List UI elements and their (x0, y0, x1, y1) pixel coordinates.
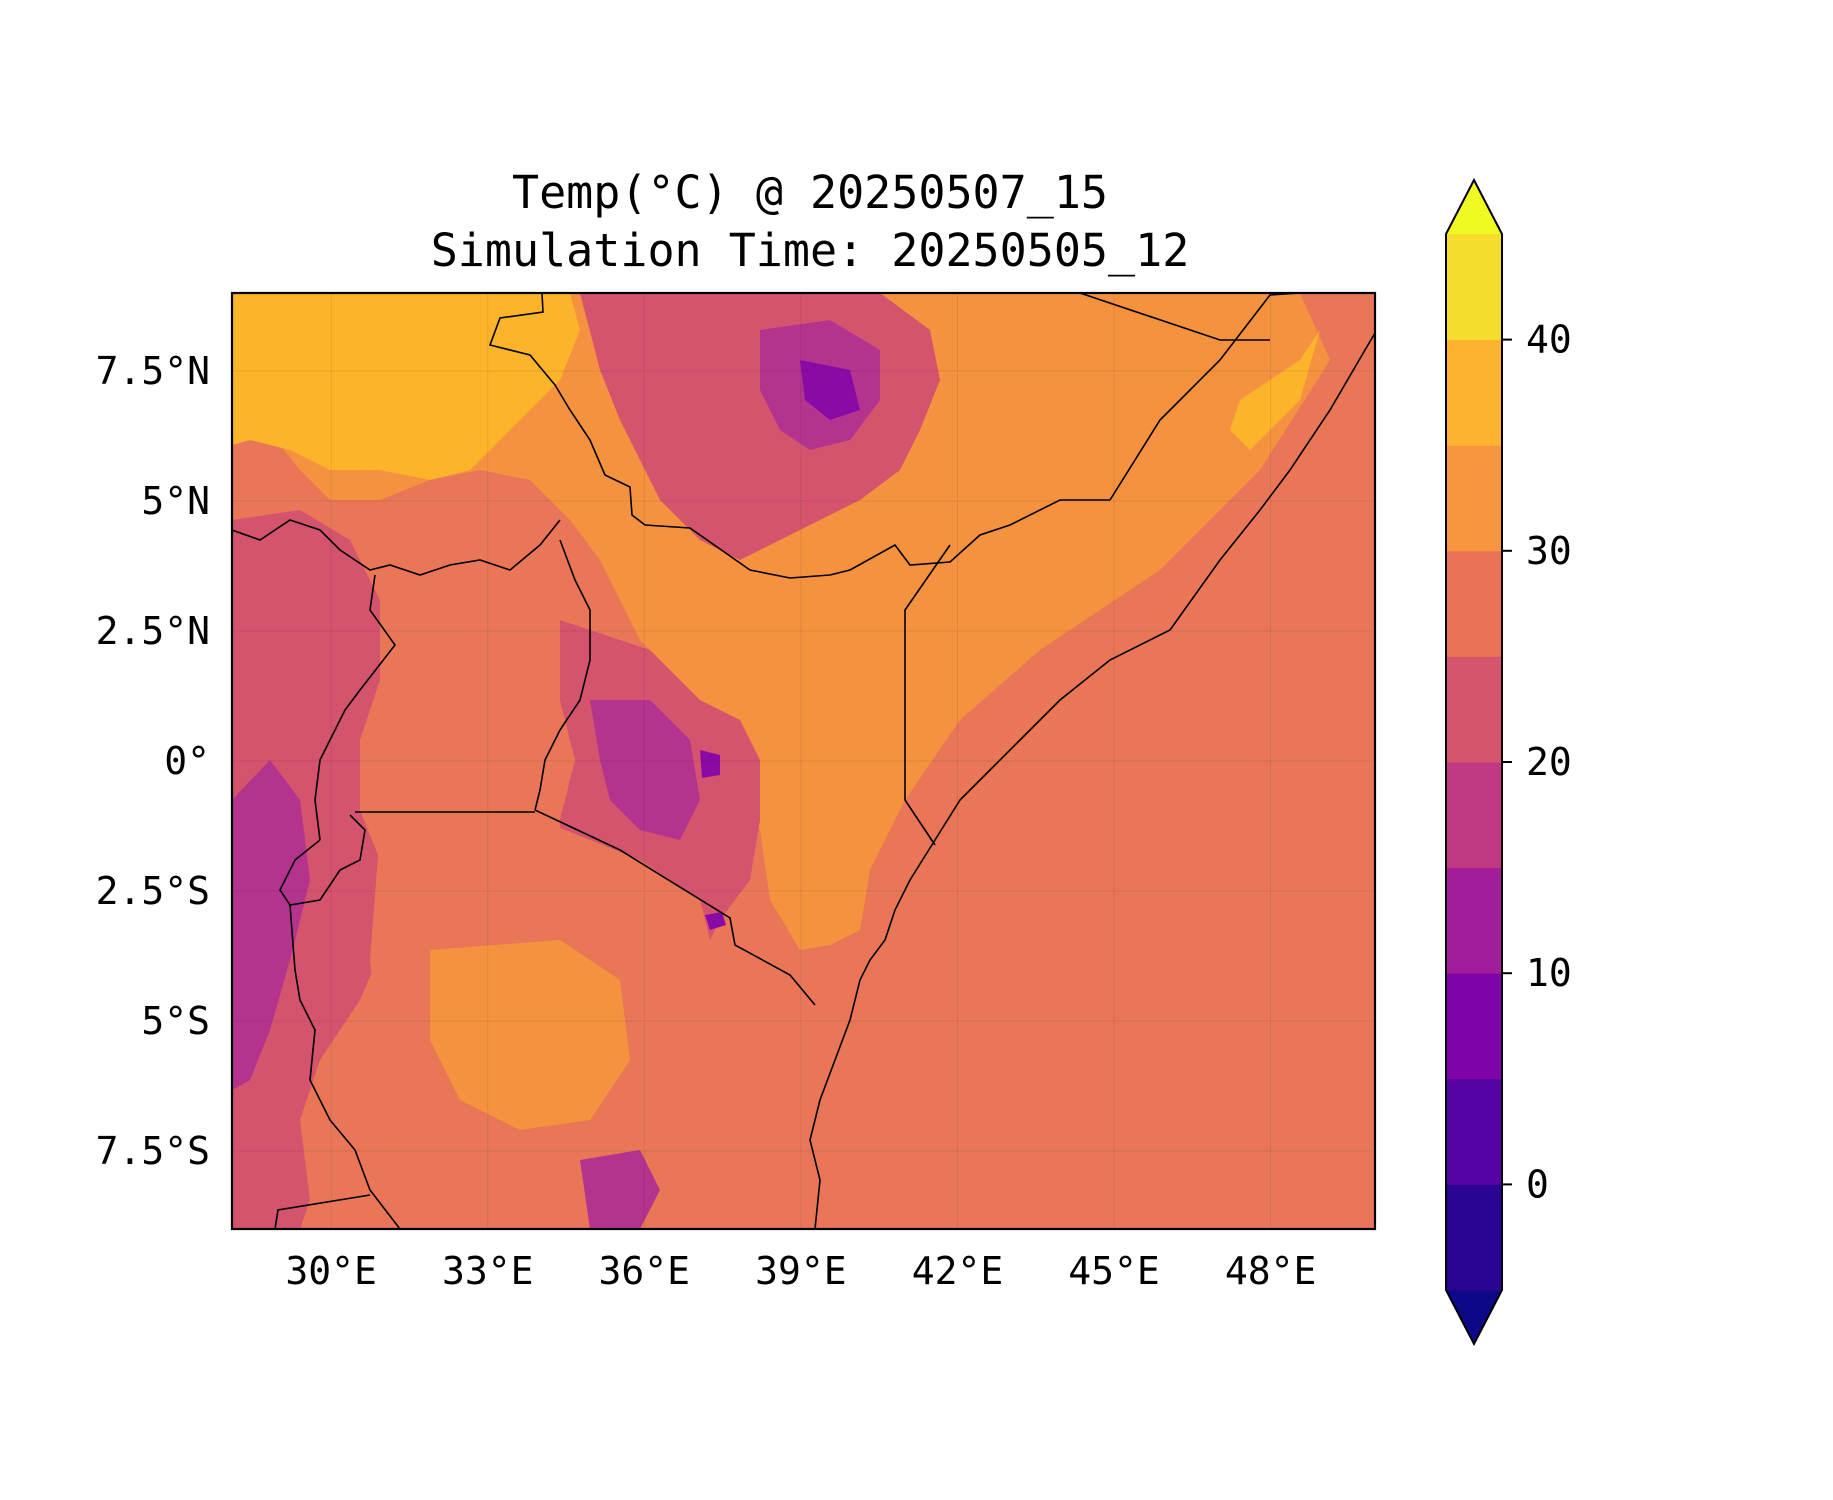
colorbar-segment (1446, 867, 1502, 974)
kenya-somalia-border (904, 544, 951, 846)
colorbar-tick-label: 0 (1526, 1162, 1549, 1206)
rwanda-burundi-border (279, 814, 366, 906)
colorbar-outline (1445, 177, 1503, 1347)
colorbar-segment (1446, 550, 1502, 657)
colorbar-extend-min (1446, 1290, 1502, 1344)
longitude-tick-label: 42°E (912, 1249, 1004, 1293)
latitude-tick-labels: 7.5°N 5°N 2.5°N 0° 2.5°S 5°S 7.5°S (96, 349, 210, 1173)
longitude-tick-label: 30°E (285, 1249, 377, 1293)
kenya-mountains (590, 700, 700, 840)
colorbar-tick-label: 40 (1526, 318, 1572, 362)
somalia-ethiopia-border (1109, 293, 1301, 501)
colorbar-segment (1446, 1078, 1502, 1185)
drc-tanzania-border (289, 904, 401, 1229)
map-frame (230, 291, 1377, 1231)
drc-uganda-border (314, 574, 396, 841)
coastline (809, 332, 1375, 1229)
latitude-tick-label: 2.5°S (96, 869, 210, 913)
longitude-tick-label: 48°E (1225, 1249, 1317, 1293)
southern-highlands (580, 1150, 660, 1229)
colorbar-segment (1446, 339, 1502, 446)
mount-kenya (700, 750, 720, 778)
colorbar-segment (1446, 1184, 1502, 1291)
longitude-tick-label: 45°E (1068, 1249, 1160, 1293)
longitude-tick-label: 39°E (755, 1249, 847, 1293)
colorbar-extend-max (1446, 180, 1502, 234)
title-line-1: Temp(°C) @ 20250507_15 (511, 166, 1109, 219)
uganda-kenya-border (534, 539, 591, 811)
western-rift-mountains (232, 760, 310, 1090)
gridlines (232, 293, 1375, 1229)
colorbar-segment (1446, 445, 1502, 552)
lowland-warm-region (232, 293, 1330, 950)
kilimanjaro (705, 912, 726, 930)
longitude-tick-labels: 30°E 33°E 36°E 39°E 42°E 45°E 48°E (285, 1249, 1316, 1293)
latitude-tick-label: 2.5°N (96, 609, 210, 653)
longitude-tick-label: 33°E (442, 1249, 534, 1293)
colorbar-segment (1446, 973, 1502, 1080)
western-rift-highlands (232, 510, 390, 1229)
somali-coast-hot-patch (1230, 330, 1320, 450)
colorbar-tick-label: 20 (1526, 740, 1572, 784)
temperature-field (232, 293, 1375, 1229)
lake-victoria (390, 700, 540, 815)
colorbar-tick-label: 10 (1526, 951, 1572, 995)
latitude-tick-label: 5°S (141, 999, 210, 1043)
colorbar-tick-label: 30 (1526, 529, 1572, 573)
desert-hot-region (232, 293, 580, 480)
kenya-tanzania-border (534, 809, 816, 1006)
latitude-tick-label: 7.5°N (96, 349, 210, 393)
colorbar-segment (1446, 234, 1502, 341)
latitude-tick-label: 7.5°S (96, 1129, 210, 1173)
longitude-tick-label: 36°E (599, 1249, 691, 1293)
sudan-uganda-kenya-border (232, 519, 561, 576)
colorbar-segment (1446, 656, 1502, 763)
zambia-border (274, 1194, 371, 1229)
latitude-tick-label: 0° (164, 739, 210, 783)
ethiopian-peaks (800, 360, 860, 420)
sudan-ethiopia-border (488, 293, 1110, 579)
ethiopia-somaliland-border (1079, 293, 1270, 341)
country-borders (232, 293, 1375, 1229)
title-line-2: Simulation Time: 20250505_12 (430, 224, 1190, 277)
colorbar: 0 10 20 30 40 (1445, 177, 1572, 1347)
colorbar-segment (1446, 762, 1502, 869)
latitude-tick-label: 5°N (141, 479, 210, 523)
tanzania-central-plateau (430, 940, 630, 1130)
